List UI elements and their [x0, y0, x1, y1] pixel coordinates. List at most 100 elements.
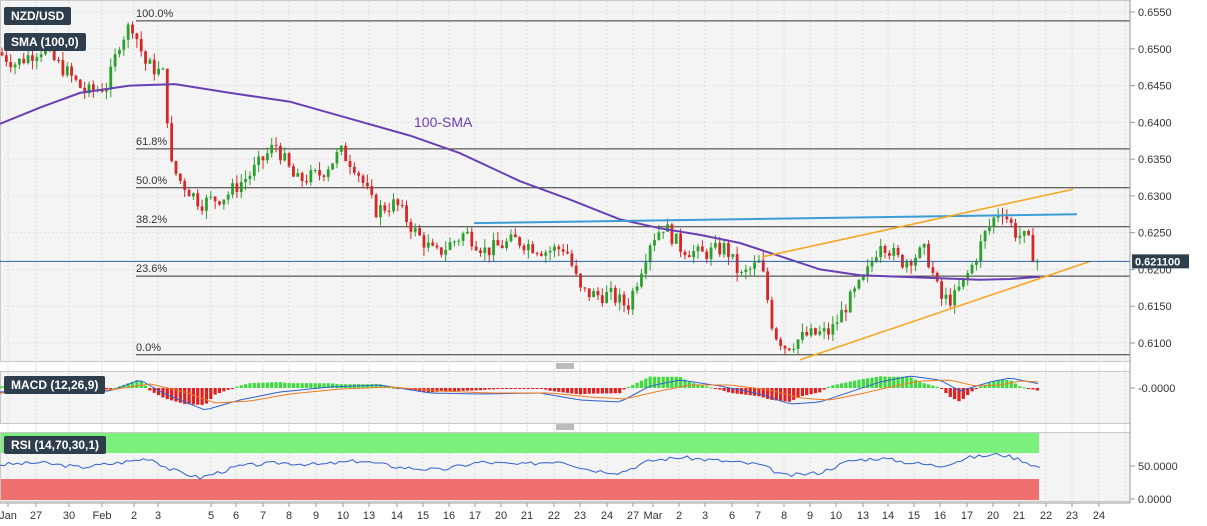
candle-body [609, 287, 613, 292]
candle-body [731, 254, 735, 257]
candle-body [500, 245, 504, 249]
macd-histogram-bar [887, 376, 891, 388]
macd-histogram-bar [883, 376, 887, 388]
candle-body [709, 247, 713, 259]
macd-histogram-bar [587, 388, 591, 394]
candle-body [957, 286, 961, 291]
candle-body [809, 328, 813, 336]
macd-histogram-bar [752, 388, 757, 396]
candle-body [13, 64, 17, 68]
macd-histogram-bar [1013, 383, 1018, 388]
macd-histogram-bar [609, 388, 613, 394]
macd-histogram-bar [283, 382, 287, 388]
macd-histogram-bar [1022, 387, 1026, 389]
fib-level-label: 61.8% [136, 136, 167, 148]
macd-histogram-bar [439, 388, 443, 392]
macd-histogram-bar [204, 388, 209, 404]
pane-resize-handles[interactable] [556, 363, 574, 430]
candle-body [183, 180, 187, 191]
x-tick-label: 9 [313, 510, 319, 522]
pane-resize-handle[interactable] [556, 363, 574, 369]
candle-body [396, 199, 400, 206]
macd-histogram-bar [983, 384, 987, 388]
macd-histogram-bar [113, 387, 117, 389]
candle-body [448, 242, 452, 250]
x-tick-label: 15 [417, 510, 429, 522]
candle-body [283, 153, 287, 161]
macd-histogram-bar [244, 384, 248, 388]
x-tick-label: 10 [830, 510, 842, 522]
candle-body [170, 123, 174, 162]
macd-histogram-bar [561, 388, 565, 393]
candle-body [0, 52, 4, 56]
macd-histogram-bar [270, 382, 274, 388]
x-tick-label: 13 [363, 510, 375, 522]
candle-body [892, 247, 896, 256]
macd-histogram-bar [222, 388, 226, 392]
macd-histogram-bar [596, 388, 600, 394]
candle-body [405, 205, 408, 222]
candle-body [687, 255, 691, 258]
macd-histogram-bar [505, 388, 509, 389]
y-tick-label: 0.6500 [1138, 44, 1172, 56]
x-tick-label: Jan [0, 510, 17, 522]
candle-body [883, 246, 887, 253]
macd-histogram-bar [874, 376, 878, 388]
candle-body [831, 324, 835, 335]
candle-body [944, 294, 948, 299]
macd-histogram-bar [483, 388, 487, 390]
candle-body [705, 251, 709, 259]
candle-body [466, 231, 469, 234]
candle-body [1018, 235, 1022, 238]
candle-body [248, 175, 252, 179]
candle-body [470, 231, 474, 247]
x-tick-label: Feb [93, 510, 112, 522]
candle-body [152, 59, 156, 75]
candle-body [853, 288, 856, 292]
macd-histogram-bar [317, 383, 322, 388]
candle-body [557, 246, 561, 250]
candle-body [761, 260, 765, 272]
candle-body [426, 242, 430, 248]
macd-histogram-bar [792, 388, 796, 400]
candle-body [309, 170, 313, 183]
macd-histogram-bar [257, 382, 261, 388]
pane-resize-handle[interactable] [556, 424, 574, 430]
macd-histogram-bar [731, 388, 735, 394]
macd-histogram-bar [331, 383, 335, 388]
x-tick-label: 22 [1040, 510, 1052, 522]
macd-histogram-bar [735, 388, 739, 394]
candle-body [1014, 223, 1017, 238]
macd-histogram-bar [487, 388, 491, 390]
candle-body [131, 24, 134, 34]
candle-body [261, 156, 265, 161]
macd-histogram-bar [1031, 388, 1035, 390]
macd-histogram-bar [1027, 388, 1031, 389]
candle-body [252, 164, 256, 176]
candle-body [848, 291, 852, 313]
macd-histogram-bar [935, 386, 939, 388]
macd-histogram-bar [457, 388, 461, 391]
candle-body [431, 242, 435, 246]
panel-frames [0, 0, 1131, 502]
macd-histogram-bar [548, 388, 552, 391]
candle-body [992, 217, 996, 227]
macd-histogram-bar [387, 387, 391, 389]
candle-body [61, 60, 65, 76]
candle-body [587, 288, 591, 298]
x-tick-label: 6 [233, 510, 239, 522]
candle-body [52, 49, 56, 60]
candle-body [352, 166, 356, 173]
macd-histogram-bar [922, 383, 926, 388]
candle-body [26, 55, 30, 64]
candle-body [827, 328, 830, 335]
macd-histogram-bar [300, 383, 304, 388]
x-tick-label: 13 [857, 510, 869, 522]
rsi-oversold-zone [1, 479, 1039, 500]
candle-body [796, 339, 800, 349]
macd-histogram-bar [187, 388, 191, 405]
candle-body [492, 240, 495, 256]
macd-histogram-bar [109, 388, 113, 390]
macd-histogram-bar [0, 386, 4, 388]
macd-histogram-bar [565, 388, 570, 393]
